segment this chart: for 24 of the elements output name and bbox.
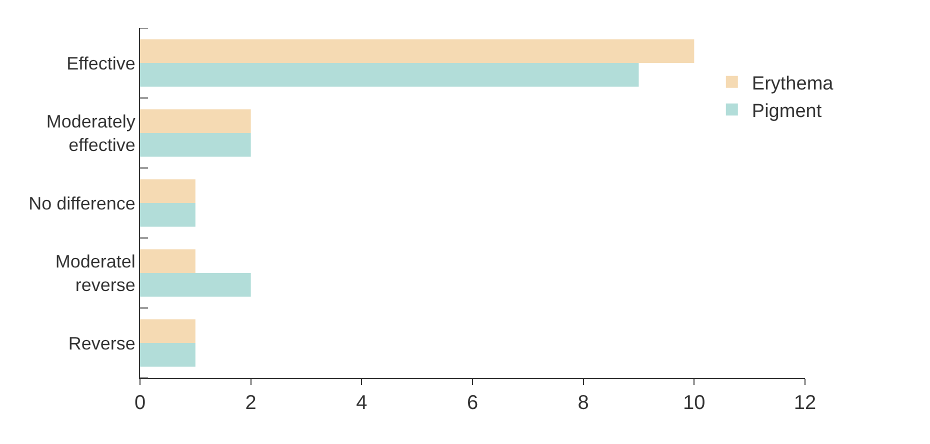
x-tick-label: 6 (466, 392, 478, 414)
y-tick-label: Moderatel reverse (55, 252, 136, 295)
bar (140, 343, 196, 367)
bar (140, 63, 639, 87)
y-tick-label: Effective (66, 53, 136, 74)
bar (140, 179, 196, 203)
bar (140, 109, 251, 133)
legend-label: Pigment (752, 100, 822, 122)
bar (140, 249, 196, 273)
x-tick-label: 12 (794, 392, 816, 414)
bar (140, 203, 196, 227)
x-tick-label: 10 (683, 392, 706, 414)
bar (140, 273, 251, 297)
bar (140, 133, 251, 157)
y-tick-label: No difference (28, 193, 136, 214)
bar (140, 39, 694, 63)
y-tick-label: Moderately effective (46, 112, 136, 155)
x-tick-label: 0 (134, 392, 146, 414)
bar (140, 319, 196, 343)
x-tick-label: 4 (356, 392, 368, 414)
x-tick-label: 8 (578, 392, 589, 414)
x-tick-label: 2 (245, 392, 256, 414)
y-tick-label: Reverse (68, 333, 136, 354)
legend-label: Erythema (752, 73, 834, 94)
